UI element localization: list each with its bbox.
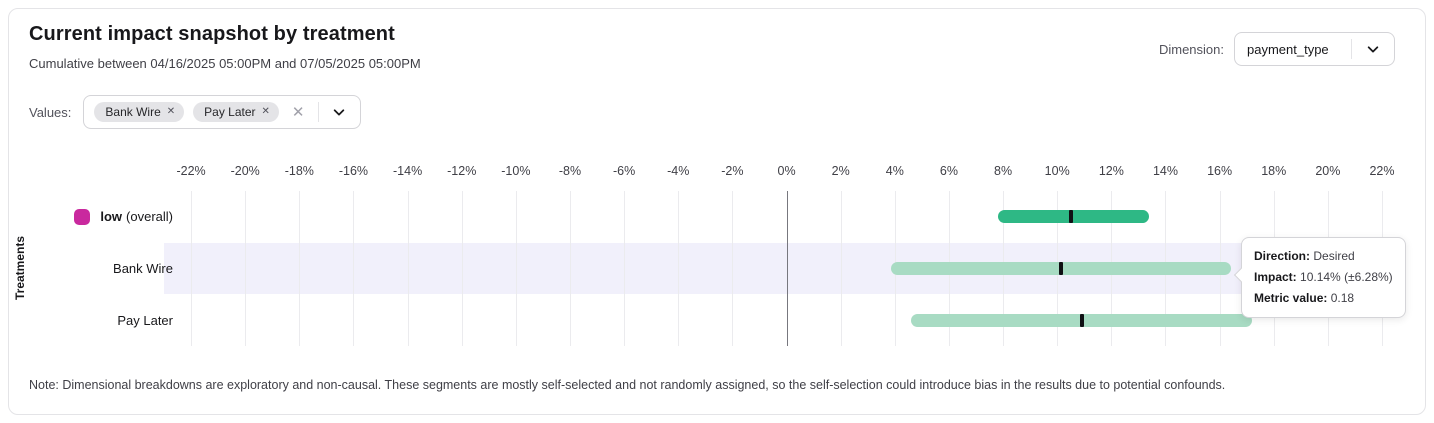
x-axis-tick-label: -18% <box>284 164 314 178</box>
tooltip-direction-value: Desired <box>1313 249 1355 263</box>
row-label: low (overall) <box>9 191 173 243</box>
row-label-suffix: (overall) <box>126 209 173 225</box>
gridline <box>191 191 193 346</box>
row-label: Bank Wire <box>9 243 173 295</box>
x-axis-tick-label: -4% <box>667 164 690 178</box>
row-labels: low (overall) Bank Wire Pay Later <box>9 191 173 346</box>
row-label-text: low <box>100 209 123 225</box>
clear-all-icon[interactable]: ✕ <box>291 103 305 121</box>
x-axis-tick-label: -10% <box>501 164 531 178</box>
x-axis-tick-label: 8% <box>994 164 1013 178</box>
x-axis-tick-label: 16% <box>1207 164 1233 178</box>
x-axis-tick-label: -22% <box>176 164 206 178</box>
chevron-down-icon[interactable] <box>328 103 350 121</box>
gridline <box>678 191 680 346</box>
tooltip-metric-label: Metric value: <box>1254 291 1328 305</box>
gridline <box>299 191 301 346</box>
chart-row <box>164 243 1382 295</box>
x-axis-tick-label: 10% <box>1044 164 1070 178</box>
chart-row <box>164 294 1382 346</box>
row-label-text: Bank Wire <box>113 261 173 276</box>
x-axis-tick-label: -6% <box>613 164 636 178</box>
x-axis-tick-label: -2% <box>721 164 744 178</box>
filter-chip[interactable]: Bank Wire ✕ <box>94 102 185 122</box>
x-axis-tick-label: 4% <box>885 164 904 178</box>
zero-axis-line <box>786 191 789 346</box>
x-axis-tick-label: 22% <box>1369 164 1395 178</box>
tooltip-direction-line: Direction: Desired <box>1254 246 1393 267</box>
chip-remove-icon[interactable]: ✕ <box>261 106 270 117</box>
dimension-select[interactable]: payment_type <box>1234 32 1395 66</box>
x-axis-tick-label: 2% <box>831 164 850 178</box>
x-axis-tick-label: 14% <box>1152 164 1178 178</box>
impact-point-marker <box>1079 313 1084 327</box>
values-multiselect[interactable]: Bank Wire ✕ Pay Later ✕ ✕ <box>83 95 361 129</box>
row-label: Pay Later <box>9 294 173 346</box>
x-axis-labels: -22% -20% -18% -16% -14% -12% -10% -8% -6% -4% -2%… <box>164 164 1394 180</box>
impact-snapshot-card: Current impact snapshot by treatment Cum… <box>8 8 1426 415</box>
x-axis-tick-label: 20% <box>1315 164 1341 178</box>
divider <box>1351 39 1352 59</box>
x-axis-tick-label: -12% <box>447 164 477 178</box>
x-axis-tick-label: -14% <box>393 164 423 178</box>
legend-swatch <box>74 208 91 225</box>
gridline <box>624 191 626 346</box>
tooltip-direction-label: Direction: <box>1254 249 1311 263</box>
filter-chip-label: Bank Wire <box>105 105 161 119</box>
dimension-selected-value: payment_type <box>1247 41 1329 57</box>
dimension-control: Dimension: payment_type <box>1159 32 1395 66</box>
chips-container: Bank Wire ✕ Pay Later ✕ <box>94 102 279 122</box>
page-title: Current impact snapshot by treatment <box>29 23 395 45</box>
values-filter: Values: Bank Wire ✕ Pay Later ✕ ✕ <box>29 95 361 129</box>
date-range-subtitle: Cumulative between 04/16/2025 05:00PM an… <box>29 56 421 71</box>
x-axis-tick-label: -8% <box>558 164 582 178</box>
tooltip-metric-line: Metric value: 0.18 <box>1254 288 1393 309</box>
gridline <box>732 191 734 346</box>
tooltip-impact-label: Impact: <box>1254 270 1297 284</box>
gridline <box>515 191 517 346</box>
gridline <box>461 191 463 346</box>
bar-tooltip: Direction: Desired Impact: 10.14% (±6.28… <box>1233 237 1406 318</box>
chevron-down-icon[interactable] <box>1362 40 1384 58</box>
x-axis-tick-label: -16% <box>338 164 369 178</box>
gridline <box>840 191 842 346</box>
chart-row <box>164 191 1382 243</box>
x-axis-tick-label: 0% <box>777 164 796 178</box>
filter-chip-label: Pay Later <box>204 105 256 119</box>
tooltip-impact-value: 10.14% (±6.28%) <box>1300 270 1393 284</box>
tooltip-impact-line: Impact: 10.14% (±6.28%) <box>1254 267 1393 288</box>
x-axis-tick-label: 18% <box>1261 164 1287 178</box>
filter-chip[interactable]: Pay Later ✕ <box>193 102 279 122</box>
dimension-label: Dimension: <box>1158 41 1224 57</box>
footnote: Note: Dimensional breakdowns are explora… <box>29 378 1226 392</box>
x-axis-tick-label: 12% <box>1098 164 1124 178</box>
gridline <box>570 191 571 346</box>
tooltip-metric-value: 0.18 <box>1330 291 1355 305</box>
gridline <box>407 191 409 346</box>
impact-point-marker <box>1058 262 1063 275</box>
x-axis-tick-label: 6% <box>939 164 958 178</box>
values-label: Values: <box>29 104 72 120</box>
gridline <box>245 191 247 346</box>
gridline <box>353 191 355 346</box>
chart-rows <box>164 191 1382 346</box>
chip-remove-icon[interactable]: ✕ <box>166 106 176 117</box>
impact-point-marker <box>1068 210 1073 224</box>
x-axis-tick-label: -20% <box>230 164 260 178</box>
confidence-range-bar[interactable] <box>997 210 1150 224</box>
row-label-text: Pay Later <box>117 312 173 328</box>
divider <box>317 102 319 122</box>
